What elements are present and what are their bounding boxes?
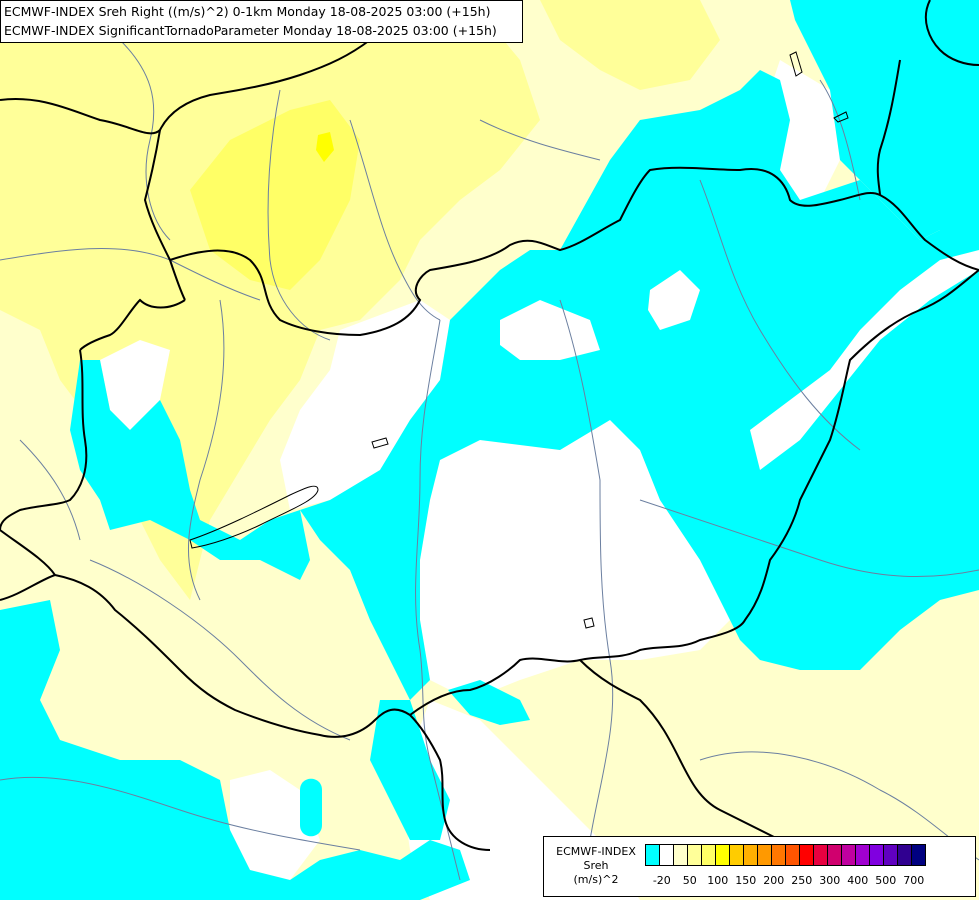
lake-small-4 — [789, 51, 803, 77]
sreh-white-east — [420, 420, 730, 700]
legend-swatch — [898, 844, 912, 866]
legend-tick-label: 700 — [903, 874, 925, 887]
sreh-cyan-oval — [300, 778, 322, 837]
legend-tick-label: 500 — [875, 874, 897, 887]
legend-ticks: -20 50 100 150 200 250 300 400 500 700 — [645, 874, 975, 890]
legend-swatch — [856, 844, 870, 866]
legend-swatch — [884, 844, 898, 866]
legend-swatch — [702, 844, 716, 866]
sreh-cyan-west — [70, 360, 310, 580]
legend-title-line-2: Sreh — [583, 859, 609, 872]
sreh-white-central — [280, 300, 450, 510]
legend-tick-label: -20 — [652, 874, 671, 887]
lake-small-3 — [583, 617, 595, 629]
legend-tick-label: 200 — [763, 874, 785, 887]
legend-swatch — [828, 844, 842, 866]
legend-swatch — [814, 844, 828, 866]
legend-tick-label: 150 — [735, 874, 757, 887]
legend-tick-label: 50 — [682, 874, 697, 887]
legend-tick-label: 400 — [847, 874, 869, 887]
lake-small-2 — [833, 111, 849, 123]
map-header: ECMWF-INDEX Sreh Right ((m/s)^2) 0-1km M… — [0, 0, 523, 43]
legend-tick-label: 100 — [707, 874, 729, 887]
legend-swatch — [870, 844, 884, 866]
sreh-cyan-spot — [448, 680, 530, 725]
legend-swatch — [646, 844, 660, 866]
sreh-white-pocket — [500, 300, 600, 360]
legend-tick-label: 250 — [791, 874, 813, 887]
sreh-cyan-northeast — [790, 0, 979, 240]
legend-swatch — [730, 844, 744, 866]
legend-tick-label: 300 — [819, 874, 841, 887]
legend-swatch — [772, 844, 786, 866]
legend-title: ECMWF-INDEX Sreh (m/s)^2 — [550, 845, 642, 887]
legend-swatch — [660, 844, 674, 866]
legend-swatch — [688, 844, 702, 866]
legend-swatch — [912, 844, 926, 866]
color-legend: ECMWF-INDEX Sreh (m/s)^2 -20 50 100 150 200 2… — [543, 836, 976, 897]
sreh-cyan-southwest — [0, 600, 470, 900]
legend-title-line-3: (m/s)^2 — [573, 873, 619, 886]
header-line-2: ECMWF-INDEX SignificantTornadoParameter … — [4, 23, 497, 38]
sreh-white-pocket-2 — [648, 270, 700, 330]
legend-swatch — [716, 844, 730, 866]
sreh-light-yellow-zone-2 — [540, 0, 720, 90]
legend-swatch — [800, 844, 814, 866]
legend-title-line-1: ECMWF-INDEX — [556, 845, 636, 858]
sreh-bright-yellow-spot — [316, 132, 334, 162]
legend-swatch — [744, 844, 758, 866]
lake-small-1 — [371, 437, 389, 449]
sreh-cyan-south-strip — [370, 700, 450, 840]
legend-swatch — [786, 844, 800, 866]
sreh-white-southwest — [230, 770, 320, 880]
legend-swatch — [758, 844, 772, 866]
sreh-white-right-band — [750, 250, 979, 470]
legend-swatches — [645, 844, 926, 866]
sreh-cyan-east — [300, 70, 979, 700]
header-line-1: ECMWF-INDEX Sreh Right ((m/s)^2) 0-1km M… — [4, 4, 491, 19]
legend-swatch — [674, 844, 688, 866]
legend-swatch — [842, 844, 856, 866]
lake-balaton — [189, 485, 319, 549]
